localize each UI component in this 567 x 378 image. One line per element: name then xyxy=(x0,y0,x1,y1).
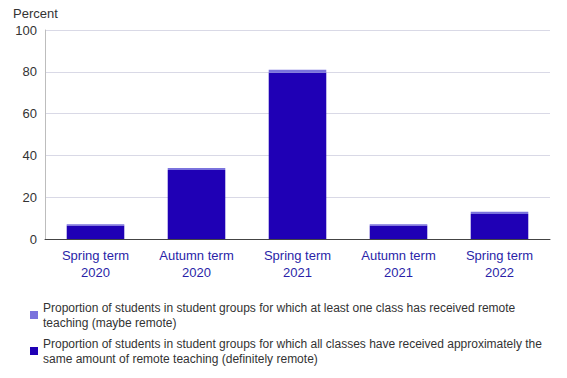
svg-text:100: 100 xyxy=(15,23,37,38)
svg-text:2020: 2020 xyxy=(81,265,110,280)
svg-text:20: 20 xyxy=(23,190,37,205)
svg-text:same amount of remote teaching: same amount of remote teaching (definite… xyxy=(43,352,318,366)
svg-text:Spring term: Spring term xyxy=(466,248,533,263)
svg-text:teaching (maybe remote): teaching (maybe remote) xyxy=(43,316,176,330)
svg-text:Autumn term: Autumn term xyxy=(361,248,435,263)
svg-text:Autumn term: Autumn term xyxy=(159,248,233,263)
svg-text:2021: 2021 xyxy=(384,265,413,280)
svg-text:60: 60 xyxy=(23,106,37,121)
svg-text:Spring term: Spring term xyxy=(62,248,129,263)
svg-text:Percent: Percent xyxy=(13,6,58,21)
svg-text:Spring term: Spring term xyxy=(264,248,331,263)
svg-text:2021: 2021 xyxy=(283,265,312,280)
svg-text:40: 40 xyxy=(23,148,37,163)
svg-text:2020: 2020 xyxy=(182,265,211,280)
svg-text:0: 0 xyxy=(30,232,37,247)
svg-text:Proportion of students in stud: Proportion of students in student groups… xyxy=(43,301,519,315)
svg-text:Proportion of students in stud: Proportion of students in student groups… xyxy=(43,337,545,351)
svg-text:80: 80 xyxy=(23,64,37,79)
svg-text:2022: 2022 xyxy=(485,265,514,280)
